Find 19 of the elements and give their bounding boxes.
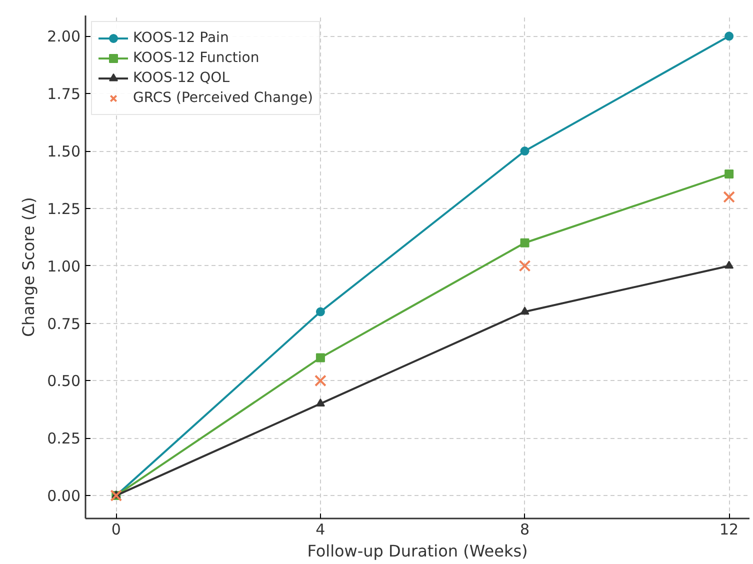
x-tick-label: 12 [720,520,739,538]
legend-label: KOOS-12 Pain [133,30,229,46]
y-tick-label: 1.75 [47,85,81,104]
y-tick-label: 0.50 [47,372,81,390]
y-tick-label: 1.25 [47,200,81,218]
legend-label: GRCS (Perceived Change) [133,90,313,106]
y-tick-label: 0.25 [47,430,81,448]
x-axis-title: Follow-up Duration (Weeks) [307,542,528,560]
x-tick-label: 0 [111,520,121,538]
legend-label: KOOS-12 Function [133,50,260,66]
y-tick-label: 2.00 [47,28,81,46]
x-tick-label: 8 [520,520,530,538]
y-tick-label: 1.00 [47,257,81,276]
legend-label: KOOS-12 QOL [133,70,230,86]
y-tick-label: 0.75 [47,314,81,333]
y-tick-label: 0.00 [47,487,81,506]
x-tick-label: 4 [316,520,326,538]
y-axis-title: Change Score (Δ) [19,197,38,337]
y-tick-label: 1.50 [47,142,81,161]
